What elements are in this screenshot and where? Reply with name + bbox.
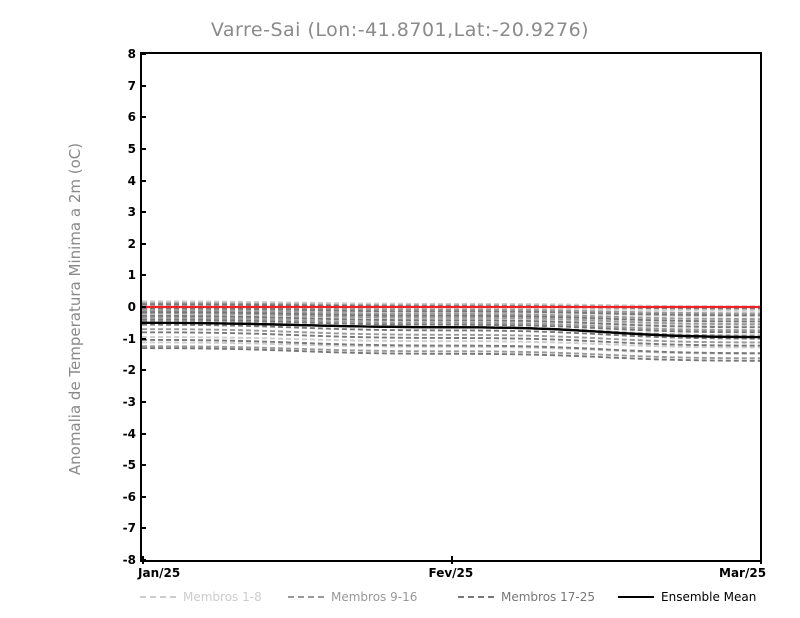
ensemble-mean-line (142, 321, 760, 339)
y-tick-mark (140, 179, 146, 182)
legend-swatch-dashed (458, 596, 494, 598)
member-line (142, 307, 760, 318)
member-line (142, 323, 760, 340)
y-tick-label: -7 (122, 521, 136, 536)
y-axis-label: Anomalia de Temperatura Minima a 2m (oC) (66, 142, 84, 476)
y-tick-label: 3 (127, 205, 136, 220)
member-line (142, 304, 760, 312)
member-line (142, 318, 760, 334)
member-line (142, 306, 760, 315)
y-tick-label: 5 (127, 141, 136, 156)
legend-item[interactable]: Membros 1-8 (140, 588, 262, 606)
y-tick-mark (140, 400, 146, 403)
member-line (142, 300, 760, 308)
y-tick-mark (140, 242, 146, 245)
y-tick-label: -3 (122, 394, 136, 409)
legend-label: Membros 17-25 (501, 590, 595, 604)
y-tick-label: 8 (127, 47, 136, 61)
y-tick-mark (140, 53, 146, 55)
series-layer (142, 300, 760, 362)
member-line (142, 312, 760, 326)
legend-swatch-dashed (140, 596, 176, 598)
member-line (142, 313, 760, 327)
member-line (142, 336, 760, 349)
y-tick-label: -8 (122, 553, 136, 567)
y-tick-label: -1 (122, 331, 136, 346)
y-tick-mark (140, 495, 146, 498)
legend-item[interactable]: Membros 17-25 (458, 588, 595, 606)
chart-legend: Membros 1-8 Membros 9-16 Membros 17-25 Ense… (0, 588, 800, 608)
y-tick-label: 2 (127, 236, 136, 251)
y-tick-mark (140, 306, 146, 308)
y-tick-label: 0 (127, 300, 136, 314)
member-line (142, 345, 760, 360)
y-tick-mark (140, 464, 146, 467)
member-line (142, 331, 760, 347)
member-line (142, 328, 760, 344)
y-tick-mark (140, 147, 146, 150)
legend-swatch-dashed (288, 596, 324, 598)
plot-area (142, 54, 760, 560)
member-line (142, 311, 760, 323)
member-line (142, 316, 760, 332)
y-tick-label: -5 (122, 458, 136, 473)
member-line (142, 347, 760, 362)
member-line (142, 314, 760, 329)
x-tick-mark (760, 556, 762, 564)
x-tick-mark (142, 556, 144, 564)
y-tick-mark (140, 274, 146, 277)
y-tick-mark (140, 211, 146, 214)
x-tick-label: Fev/25 (428, 566, 474, 580)
member-line (142, 307, 760, 317)
member-line (142, 338, 760, 355)
y-tick-mark (140, 84, 146, 87)
y-tick-mark (140, 369, 146, 372)
y-tick-mark (140, 116, 146, 119)
legend-label: Membros 1-8 (183, 590, 262, 604)
y-axis-tick-labels: 8 7 6 5 4 3 2 1 0 -1 -2 -3 -4 -5 -6 -7 -8 (96, 0, 136, 618)
y-tick-label: 7 (127, 78, 136, 93)
y-tick-label: -4 (122, 426, 136, 441)
y-tick-label: -6 (122, 489, 136, 504)
y-tick-label: -2 (122, 363, 136, 378)
x-tick-mark (451, 556, 453, 564)
x-tick-label: Mar/25 (719, 566, 767, 580)
y-tick-label: 1 (127, 268, 136, 283)
page-title: Varre-Sai (Lon:-41.8701,Lat:-20.9276) (210, 19, 590, 41)
y-tick-label: 6 (127, 110, 136, 125)
y-tick-mark (140, 527, 146, 530)
legend-label: Membros 9-16 (331, 590, 418, 604)
legend-item[interactable]: Membros 9-16 (288, 588, 417, 606)
y-tick-mark (140, 432, 146, 435)
member-line (142, 309, 760, 320)
legend-label: Ensemble Mean (661, 590, 757, 604)
y-tick-mark (140, 337, 146, 340)
legend-item[interactable]: Ensemble Mean (618, 588, 756, 606)
x-tick-label: Jan/25 (138, 566, 181, 580)
y-tick-label: 4 (127, 173, 136, 188)
legend-swatch-solid (618, 596, 654, 598)
